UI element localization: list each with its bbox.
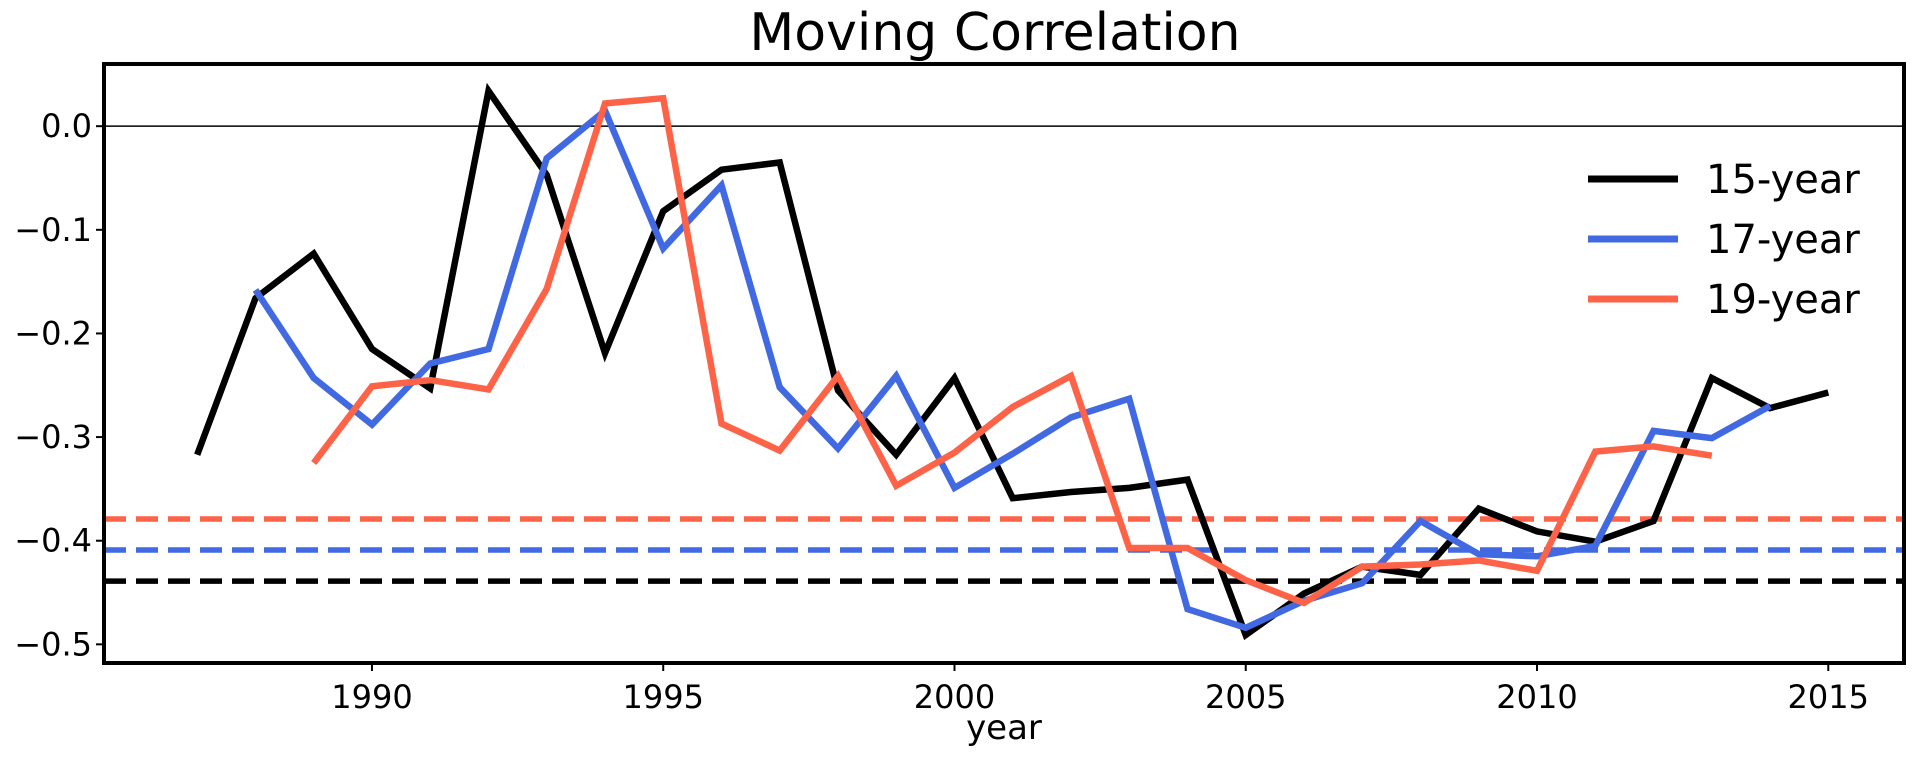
- x-axis: 1990 1995 2000 2005 2010 2015: [331, 663, 1869, 716]
- series-line-17-year: [252, 105, 1772, 632]
- series-line-19-year: [311, 94, 1713, 607]
- y-tick-label-2: −0.2: [14, 314, 92, 352]
- y-tick-label-1: −0.1: [14, 211, 92, 249]
- y-tick-label-0: 0.0: [41, 107, 92, 145]
- x-tick-label-1995: 1995: [623, 678, 704, 716]
- x-tick-label-2015: 2015: [1788, 678, 1869, 716]
- x-tick-label-2010: 2010: [1496, 678, 1577, 716]
- y-tick-label-4: −0.4: [14, 522, 92, 560]
- x-tick-label-2005: 2005: [1205, 678, 1286, 716]
- legend-label-19-year: 19-year: [1706, 277, 1860, 323]
- plot-frame: [102, 62, 1906, 665]
- legend-label-17-year: 17-year: [1706, 217, 1860, 263]
- legend: 15-year 17-year 19-year: [1588, 157, 1860, 323]
- y-tick-label-3: −0.3: [14, 418, 92, 456]
- plot-area: [104, 82, 1904, 641]
- x-tick-label-1990: 1990: [331, 678, 412, 716]
- x-axis-label: year: [966, 708, 1042, 748]
- y-tick-label-5: −0.5: [14, 625, 92, 663]
- x-tick-label-2000: 2000: [914, 678, 995, 716]
- legend-label-15-year: 15-year: [1706, 157, 1860, 203]
- chart-title: Moving Correlation: [749, 3, 1240, 63]
- y-axis: 0.0 −0.1 −0.2 −0.3 −0.4 −0.5: [14, 107, 104, 663]
